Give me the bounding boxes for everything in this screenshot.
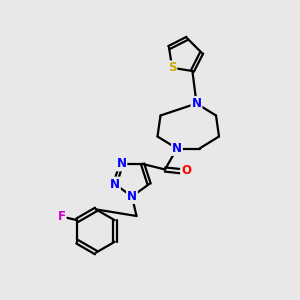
Text: N: N bbox=[172, 142, 182, 155]
Text: O: O bbox=[181, 164, 191, 178]
Text: N: N bbox=[127, 190, 137, 203]
Text: F: F bbox=[58, 210, 66, 223]
Text: N: N bbox=[191, 97, 202, 110]
Text: S: S bbox=[168, 61, 176, 74]
Text: N: N bbox=[116, 158, 126, 170]
Text: N: N bbox=[110, 178, 120, 190]
